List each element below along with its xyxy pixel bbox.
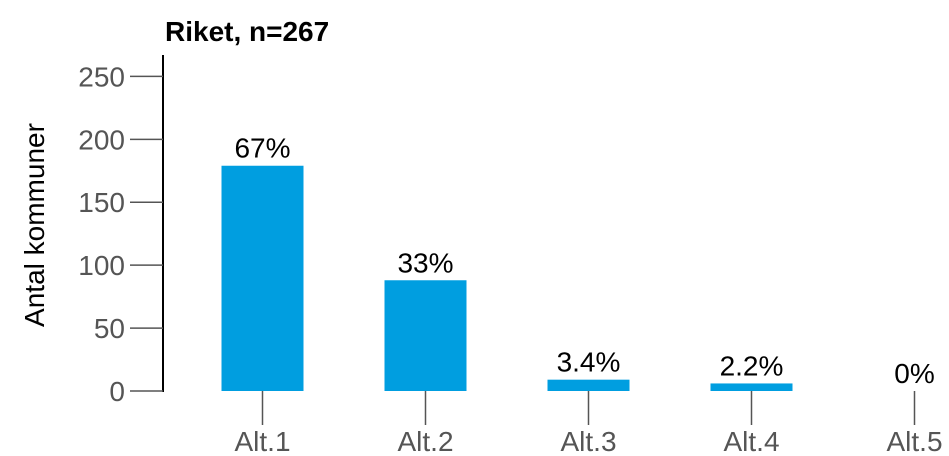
- value-label: 3.4%: [557, 347, 621, 378]
- chart-title: Riket, n=267: [165, 16, 329, 47]
- y-axis-label: Antal kommuner: [19, 123, 50, 327]
- value-label: 33%: [397, 247, 453, 278]
- x-tick-label: Alt.2: [397, 426, 453, 456]
- value-label: 2.2%: [720, 350, 784, 381]
- y-tick-label: 50: [94, 313, 125, 344]
- x-tick-label: Alt.3: [560, 426, 616, 456]
- bar: [710, 383, 793, 391]
- y-tick-label: 0: [109, 376, 125, 407]
- value-label: 67%: [234, 133, 290, 164]
- x-tick-label: Alt.5: [886, 426, 942, 456]
- bar: [384, 280, 467, 391]
- bar: [221, 165, 304, 391]
- x-tick-label: Alt.4: [723, 426, 779, 456]
- bar: [547, 379, 630, 391]
- y-tick-label: 200: [78, 124, 125, 155]
- y-tick-label: 150: [78, 187, 125, 218]
- y-tick-label: 250: [78, 61, 125, 92]
- x-tick-label: Alt.1: [234, 426, 290, 456]
- value-label: 0%: [894, 358, 934, 389]
- y-tick-label: 100: [78, 250, 125, 281]
